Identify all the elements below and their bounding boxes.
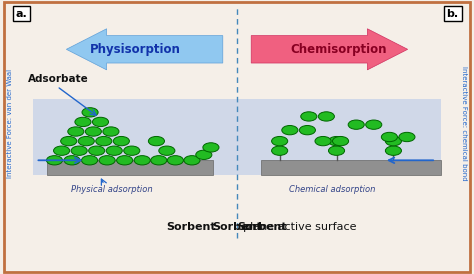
Circle shape — [106, 146, 122, 155]
Circle shape — [117, 156, 133, 165]
Circle shape — [385, 146, 401, 155]
Circle shape — [159, 146, 175, 155]
Circle shape — [61, 136, 77, 146]
Circle shape — [46, 156, 63, 165]
Text: Sorbent: Sorbent — [237, 222, 287, 232]
Circle shape — [78, 136, 94, 146]
Text: Sorbent: Sorbent — [212, 222, 262, 232]
Text: Adsorbate: Adsorbate — [28, 75, 89, 84]
FancyArrow shape — [251, 29, 408, 70]
Text: a.: a. — [16, 9, 27, 19]
Bar — [47, 160, 213, 175]
Circle shape — [85, 127, 101, 136]
Circle shape — [96, 136, 112, 146]
Bar — [33, 99, 441, 175]
Circle shape — [64, 156, 80, 165]
FancyArrow shape — [66, 29, 223, 70]
Circle shape — [328, 146, 345, 155]
Text: b.: b. — [447, 9, 459, 19]
Text: : plane active surface: : plane active surface — [236, 222, 356, 232]
Circle shape — [82, 108, 98, 117]
Circle shape — [89, 146, 105, 155]
Circle shape — [54, 146, 70, 155]
Circle shape — [272, 136, 288, 146]
Bar — [261, 160, 441, 175]
Circle shape — [348, 120, 365, 129]
Circle shape — [203, 143, 219, 152]
Circle shape — [196, 150, 212, 159]
Circle shape — [399, 132, 415, 142]
Circle shape — [328, 136, 345, 146]
Text: Interactive Force: van der Waal: Interactive Force: van der Waal — [8, 69, 13, 178]
Circle shape — [75, 117, 91, 127]
Circle shape — [82, 156, 98, 165]
Circle shape — [113, 136, 129, 146]
Circle shape — [381, 132, 397, 142]
Circle shape — [315, 136, 331, 146]
Text: Sorbent: Sorbent — [166, 222, 216, 232]
Circle shape — [332, 136, 348, 146]
Circle shape — [282, 125, 298, 135]
Circle shape — [134, 156, 150, 165]
Circle shape — [319, 112, 335, 121]
Circle shape — [71, 146, 87, 155]
Circle shape — [300, 125, 316, 135]
Circle shape — [99, 156, 115, 165]
Text: Physisorption: Physisorption — [90, 43, 181, 56]
Text: Physical adsorption: Physical adsorption — [71, 185, 152, 193]
Circle shape — [272, 146, 288, 155]
Circle shape — [92, 117, 109, 127]
Circle shape — [301, 112, 317, 121]
Circle shape — [151, 156, 167, 165]
Circle shape — [68, 127, 84, 136]
Circle shape — [124, 146, 140, 155]
Text: Chemisorption: Chemisorption — [291, 43, 387, 56]
Text: Interactive Force: chemical bond: Interactive Force: chemical bond — [461, 66, 466, 181]
Circle shape — [167, 156, 183, 165]
Circle shape — [184, 156, 200, 165]
Circle shape — [103, 127, 119, 136]
Text: Chemical adsorption: Chemical adsorption — [289, 185, 375, 193]
Circle shape — [148, 136, 164, 146]
Text: Sorbent: plane active surface: Sorbent: plane active surface — [155, 222, 319, 232]
Circle shape — [385, 136, 401, 146]
Circle shape — [366, 120, 382, 129]
